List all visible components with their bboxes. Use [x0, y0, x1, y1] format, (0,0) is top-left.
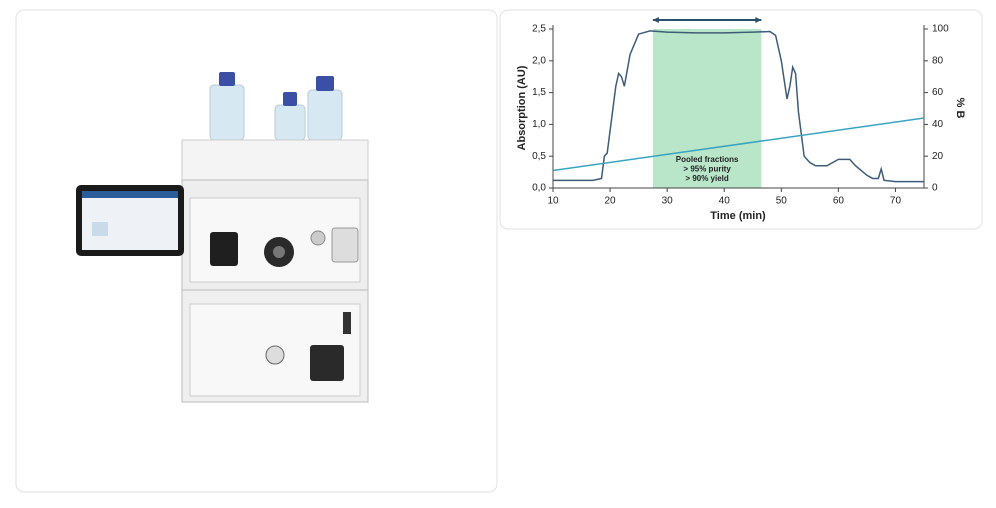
y2-tick-label: 100 [932, 24, 949, 35]
instrument-image [76, 72, 369, 403]
y2-tick-label: 40 [932, 119, 944, 130]
y-tick-label: 2,0 [532, 55, 546, 66]
x-tick-label: 10 [547, 196, 559, 207]
x-tick-label: 20 [605, 196, 617, 207]
series-line [553, 30, 924, 183]
x-axis-title: Time (min) [710, 210, 766, 222]
x-tick-label: 70 [890, 196, 902, 207]
highlight-band [652, 29, 762, 188]
y-tick-label: 2,5 [532, 24, 546, 35]
y2-tick-label: 60 [932, 87, 944, 98]
y-tick-label: 1,0 [532, 119, 546, 130]
y-tick-label: 0,5 [532, 151, 546, 162]
y2-tick-label: 80 [932, 55, 944, 66]
y-tick-label: 0,0 [532, 183, 546, 194]
series-line [552, 117, 925, 172]
x-tick-label: 30 [662, 196, 674, 207]
y2-tick-label: 0 [932, 183, 938, 194]
annotation: > 90% yield [685, 174, 728, 183]
y2-tick-label: 20 [932, 151, 944, 162]
annotation: Pooled fractions [676, 155, 739, 164]
chart: Absorption (AU) % B Time (min) [516, 65, 966, 222]
y-axis-title: Absorption (AU) [516, 65, 528, 150]
y-tick-label: 1,5 [532, 87, 546, 98]
arrow-head [755, 17, 762, 23]
y2-axis-title: % B [954, 98, 966, 119]
annotation: > 95% purity [683, 165, 731, 174]
arrow-head [652, 17, 659, 23]
x-tick-label: 60 [833, 196, 845, 207]
x-tick-label: 40 [719, 196, 731, 207]
x-tick-label: 50 [776, 196, 788, 207]
